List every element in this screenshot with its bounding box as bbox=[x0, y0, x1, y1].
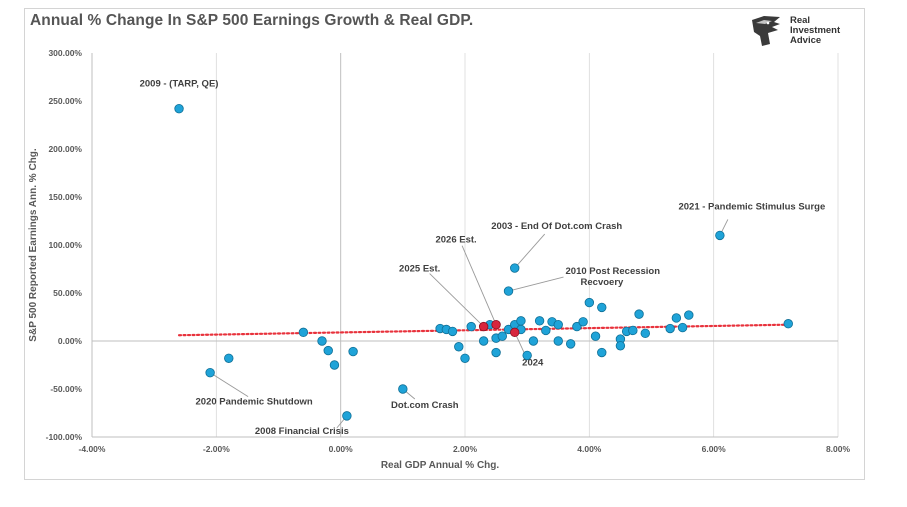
data-point bbox=[329, 360, 340, 370]
data-point bbox=[615, 341, 626, 351]
data-point bbox=[628, 325, 638, 336]
x-tick-label: -2.00% bbox=[203, 444, 230, 454]
data-point bbox=[491, 347, 501, 358]
x-tick-label: 4.00% bbox=[577, 444, 602, 454]
data-point bbox=[497, 331, 508, 341]
data-point bbox=[590, 331, 601, 341]
data-point bbox=[174, 103, 184, 114]
data-point bbox=[597, 302, 607, 313]
data-point bbox=[671, 313, 682, 323]
logo-line-2: Investment bbox=[790, 25, 841, 36]
data-point bbox=[665, 323, 675, 334]
data-point bbox=[715, 230, 725, 241]
data-point bbox=[553, 319, 563, 330]
data-point bbox=[317, 336, 327, 346]
y-tick-label: 200.00% bbox=[48, 144, 82, 154]
data-point bbox=[572, 321, 582, 332]
highlight-data-point bbox=[510, 327, 520, 338]
annotation-leader bbox=[461, 245, 497, 325]
annotation-label: 2009 - (TARP, QE) bbox=[140, 79, 219, 90]
data-point bbox=[503, 286, 514, 296]
annotation-label: Recvoery bbox=[581, 277, 624, 288]
data-point bbox=[528, 336, 539, 346]
annotation-label: 2026 Est. bbox=[435, 235, 476, 246]
x-axis-title: Real GDP Annual % Chg. bbox=[381, 460, 500, 471]
data-point bbox=[478, 336, 489, 346]
data-point bbox=[684, 310, 694, 320]
data-point bbox=[597, 347, 607, 358]
x-tick-label: 2.00% bbox=[453, 444, 478, 454]
real-investment-advice-logo: Real Investment Advice bbox=[750, 14, 850, 48]
data-point bbox=[323, 345, 333, 356]
data-point bbox=[466, 321, 476, 332]
data-point bbox=[534, 316, 545, 326]
data-point bbox=[205, 367, 215, 378]
eagle-head-icon bbox=[752, 16, 780, 46]
chart-title: Annual % Change In S&P 500 Earnings Grow… bbox=[30, 12, 474, 29]
data-point bbox=[398, 384, 408, 394]
data-point bbox=[541, 325, 551, 336]
data-point bbox=[510, 263, 520, 273]
y-tick-label: 100.00% bbox=[48, 240, 82, 250]
data-point bbox=[565, 339, 576, 349]
annotation-label: 2025 Est. bbox=[399, 264, 440, 275]
annotation-leader bbox=[209, 372, 249, 398]
y-axis-title: S&P 500 Reported Earnings Ann. % Chg. bbox=[28, 148, 39, 342]
data-point bbox=[578, 317, 588, 327]
annotation-label: 2020 Pandemic Shutdown bbox=[196, 397, 313, 408]
data-point bbox=[460, 353, 470, 363]
data-point bbox=[454, 342, 464, 352]
data-point bbox=[298, 327, 309, 338]
annotation-label: 2008 Financial Crisis bbox=[255, 426, 349, 437]
y-tick-label: -100.00% bbox=[46, 432, 83, 442]
data-point bbox=[634, 309, 644, 319]
logo-line-3: Advice bbox=[790, 35, 822, 46]
data-point bbox=[553, 336, 563, 346]
annotation-label: 2021 - Pandemic Stimulus Surge bbox=[678, 201, 825, 212]
annotation-label: Dot.com Crash bbox=[391, 400, 459, 411]
data-point bbox=[447, 326, 458, 337]
highlight-data-point bbox=[478, 321, 489, 332]
logo-text: Real Investment Advice bbox=[790, 16, 840, 46]
data-point bbox=[516, 316, 526, 326]
y-tick-label: -50.00% bbox=[50, 384, 82, 394]
data-point bbox=[348, 346, 358, 357]
highlight-data-point bbox=[491, 319, 501, 330]
x-tick-label: 6.00% bbox=[702, 444, 727, 454]
data-point bbox=[584, 297, 595, 308]
x-tick-label: -4.00% bbox=[79, 444, 106, 454]
chart-frame bbox=[24, 8, 865, 480]
data-point bbox=[640, 328, 650, 339]
x-tick-label: 0.00% bbox=[329, 444, 354, 454]
data-point bbox=[677, 322, 688, 333]
y-tick-label: 50.00% bbox=[53, 288, 82, 298]
data-point bbox=[224, 353, 234, 363]
data-point bbox=[522, 350, 532, 361]
y-tick-label: 300.00% bbox=[48, 48, 82, 58]
y-tick-label: 150.00% bbox=[48, 192, 82, 202]
annotation-leader bbox=[429, 273, 484, 327]
data-point bbox=[342, 411, 352, 421]
x-tick-label: 8.00% bbox=[826, 444, 851, 454]
annotation-label: 2003 - End Of Dot.com Crash bbox=[491, 221, 622, 232]
annotation-leader bbox=[514, 233, 546, 269]
y-tick-label: 250.00% bbox=[48, 96, 82, 106]
annotation-label: 2024 bbox=[522, 357, 544, 368]
data-point bbox=[783, 319, 793, 329]
annotation-leader bbox=[508, 276, 564, 292]
y-tick-label: 0.00% bbox=[58, 336, 83, 346]
logo-line-1: Real bbox=[790, 15, 811, 26]
annotation-label: 2010 Post Recession bbox=[566, 266, 661, 277]
